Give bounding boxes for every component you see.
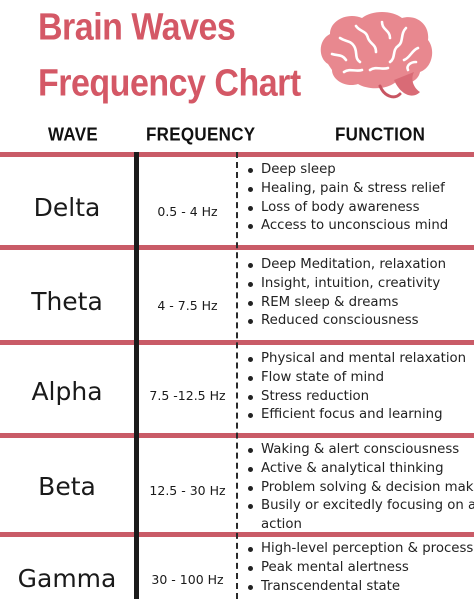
list-item: Active & analytical thinking: [246, 460, 474, 479]
header-function: FUNCTION: [335, 124, 426, 145]
list-item: Busily or excitedly focusing on an: [246, 497, 474, 516]
wave-frequency: 0.5 - 4 Hz: [157, 204, 218, 219]
function-list: Waking & alert consciousness Active & an…: [246, 441, 474, 535]
list-item: Efficient focus and learning: [246, 406, 466, 425]
header-frequency: FREQUENCY: [146, 124, 256, 145]
list-item: Physical and mental relaxation: [246, 350, 466, 369]
title-line-1: Brain Waves: [38, 5, 236, 49]
wave-frequency: 12.5 - 30 Hz: [149, 483, 226, 498]
function-list: Physical and mental relaxation Flow stat…: [246, 350, 466, 425]
list-item: Stress reduction: [246, 388, 466, 407]
wave-name: Theta: [31, 287, 103, 316]
list-item: Transcendental state: [246, 578, 473, 597]
list-item: Waking & alert consciousness: [246, 441, 474, 460]
function-list: High-level perception & process Peak men…: [246, 540, 473, 596]
wave-name: Beta: [38, 472, 96, 501]
list-item: Flow state of mind: [246, 369, 466, 388]
wave-name: Gamma: [17, 564, 117, 593]
header-wave: WAVE: [48, 124, 99, 145]
list-item-continuation: action: [261, 517, 302, 533]
list-item: High-level perception & process: [246, 540, 473, 559]
brain-icon: [320, 12, 433, 99]
brain-wave-table: Delta 0.5 - 4 Hz Deep sleep Healing, pai…: [0, 152, 474, 599]
wave-frequency: 30 - 100 Hz: [151, 572, 224, 587]
wave-name: Delta: [33, 193, 101, 222]
list-item: Insight, intuition, creativity: [246, 275, 446, 294]
wave-frequency: 4 - 7.5 Hz: [157, 298, 218, 313]
wave-frequency: 7.5 -12.5 Hz: [149, 388, 226, 403]
list-item: Loss of body awareness: [246, 199, 448, 218]
column-divider-dashed: [236, 152, 238, 599]
title-line-2: Frequency Chart: [38, 61, 301, 105]
column-divider: [134, 152, 139, 599]
list-item: Deep Meditation, relaxation: [246, 256, 446, 275]
list-item: Access to unconscious mind: [246, 217, 448, 236]
function-list: Deep Meditation, relaxation Insight, int…: [246, 256, 446, 331]
list-item: Problem solving & decision making: [246, 479, 474, 498]
function-list: Deep sleep Healing, pain & stress relief…: [246, 161, 448, 236]
wave-name: Alpha: [31, 377, 103, 406]
list-item: Peak mental alertness: [246, 559, 473, 578]
list-item: Reduced consciousness: [246, 312, 446, 331]
list-item: Deep sleep: [246, 161, 448, 180]
list-item: Healing, pain & stress relief: [246, 180, 448, 199]
list-item: REM sleep & dreams: [246, 294, 446, 313]
